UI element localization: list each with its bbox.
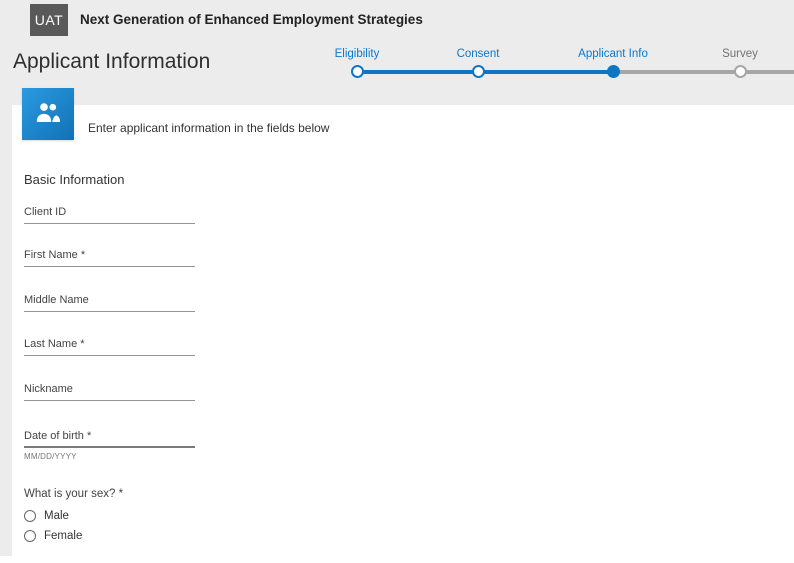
last-name-input[interactable] — [24, 351, 195, 356]
page-title: Applicant Information — [13, 50, 211, 73]
environment-badge: UAT — [30, 4, 68, 36]
step-eligibility[interactable]: Eligibility — [297, 48, 417, 83]
field-label: First Name * — [24, 249, 86, 261]
male-radio[interactable] — [24, 510, 36, 522]
people-icon — [22, 88, 74, 140]
step-label: Consent — [456, 48, 500, 60]
field-first-name: First Name * — [24, 249, 196, 267]
radio-option-female[interactable]: Female — [24, 530, 82, 542]
radio-label: Female — [44, 530, 83, 542]
field-nickname: Nickname — [24, 383, 196, 401]
page-gutter — [0, 105, 12, 556]
radio-label: Male — [44, 510, 69, 522]
step-circle-icon[interactable] — [350, 65, 364, 78]
field-middle-name: Middle Name — [24, 294, 196, 312]
field-client-id: Client ID — [24, 206, 196, 224]
stepper-track-completed — [357, 70, 613, 74]
step-label: Applicant Info — [578, 48, 648, 60]
date-of-birth-input[interactable] — [24, 443, 195, 448]
sex-question-label: What is your sex? * — [24, 488, 124, 500]
step-label: Eligibility — [334, 48, 380, 60]
client-id-input[interactable] — [24, 219, 195, 224]
radio-option-male[interactable]: Male — [24, 510, 69, 522]
nickname-input[interactable] — [24, 396, 195, 401]
field-label: Date of birth * — [24, 430, 92, 442]
step-circle-icon[interactable] — [471, 65, 485, 78]
field-label: Nickname — [24, 383, 73, 395]
progress-stepper: Eligibility Consent Applicant Info Surve… — [335, 48, 794, 90]
step-label: Survey — [722, 48, 758, 60]
female-radio[interactable] — [24, 530, 36, 542]
field-date-of-birth: Date of birth * MM/DD/YYYY — [24, 430, 196, 461]
app-title: Next Generation of Enhanced Employment S… — [80, 12, 423, 27]
header-region — [0, 0, 794, 105]
intro-text: Enter applicant information in the field… — [88, 121, 330, 135]
step-circle-icon[interactable] — [733, 65, 747, 78]
step-circle-icon[interactable] — [606, 65, 620, 78]
middle-name-input[interactable] — [24, 307, 195, 312]
step-survey[interactable]: Survey — [680, 48, 794, 83]
field-label: Client ID — [24, 206, 67, 218]
section-title: Basic Information — [24, 172, 125, 187]
field-label: Middle Name — [24, 294, 89, 306]
step-consent[interactable]: Consent — [418, 48, 538, 83]
step-applicant-info[interactable]: Applicant Info — [553, 48, 673, 83]
field-last-name: Last Name * — [24, 338, 196, 356]
field-label: Last Name * — [24, 338, 85, 350]
first-name-input[interactable] — [24, 262, 195, 267]
date-format-hint: MM/DD/YYYY — [24, 452, 77, 461]
